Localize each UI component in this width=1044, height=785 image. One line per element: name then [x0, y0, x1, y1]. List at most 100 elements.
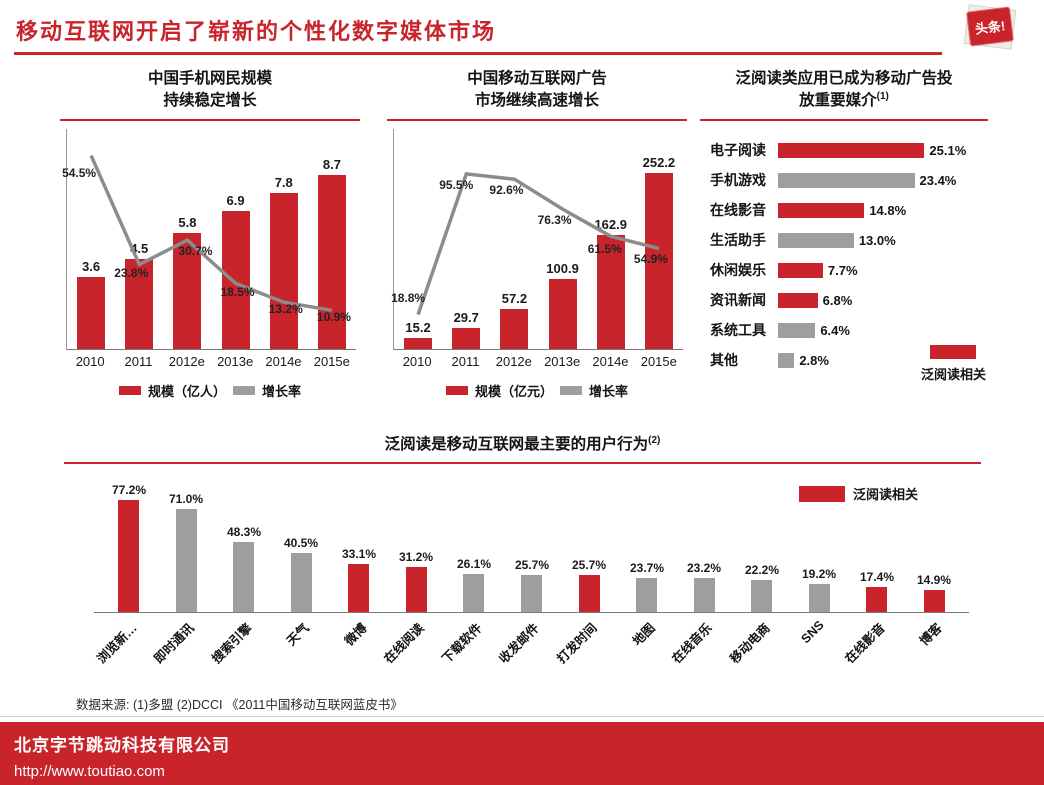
bar-value-label: 25.7% [571, 558, 607, 572]
company-name: 北京字节跳动科技有限公司 [14, 736, 230, 755]
x-axis-label: 打发时间 [554, 620, 600, 667]
x-axis-label: 博客 [917, 620, 945, 649]
data-source-note: 数据来源: (1)多盟 (2)DCCI 《2011中国移动互联网蓝皮书》 [76, 698, 403, 712]
bar [452, 327, 481, 349]
bar-value-label: 26.1% [456, 557, 492, 571]
growth-rate-label: 18.8% [391, 291, 426, 306]
media-row: 电子阅读 25.1% [700, 135, 988, 165]
legend-swatch [445, 385, 468, 395]
bar-track: 2.8% [778, 352, 988, 368]
value-label: 7.7% [827, 262, 858, 278]
x-axis-label: 2010 [402, 353, 432, 369]
x-axis-label: 2015e [313, 353, 350, 369]
footer-divider [0, 716, 1044, 717]
x-axis-label: 2013e [544, 353, 581, 369]
behavior-bar-chart: 泛阅读相关 77.2% 浏览新… 71.0% 即时通讯 48.3% 搜索引擎 40.5% 天气… [64, 482, 981, 666]
x-axis-label: 收发邮件 [496, 620, 542, 667]
bar [348, 564, 369, 612]
bar-value-label: 162.9 [594, 216, 627, 232]
bar-value-label: 5.8 [178, 214, 197, 230]
footnote-ref-1: (1) [876, 91, 889, 103]
category-label: 资讯新闻 [710, 292, 766, 309]
media-row: 其他 2.8% [700, 345, 988, 375]
growth-rate-label: 18.5% [220, 285, 255, 300]
behavior-legend: 泛阅读相关 [799, 484, 918, 503]
bar-track: 6.8% [778, 292, 988, 308]
bar-track: 25.1% [778, 142, 988, 158]
bar [778, 322, 816, 338]
bar [778, 232, 854, 248]
bar-track: 6.4% [778, 322, 988, 338]
growth-rate-label: 54.5% [62, 165, 97, 180]
user-behavior-section: 泛阅读是移动互联网最主要的用户行为(2) 泛阅读相关 77.2% 浏览新… 71.0… [64, 432, 981, 666]
bar [463, 574, 484, 612]
bar-value-label: 100.9 [546, 260, 579, 276]
bar-value-label: 48.3% [226, 525, 262, 539]
media-row: 系统工具 6.4% [700, 315, 988, 345]
value-label: 13.0% [858, 232, 896, 248]
legend-swatch [118, 385, 141, 395]
bar-value-label: 23.2% [686, 561, 722, 575]
bar [173, 232, 202, 349]
bar-track: 23.4% [778, 172, 988, 188]
bar [77, 276, 106, 349]
bar-value-label: 6.9 [226, 192, 245, 208]
bar-track: 14.8% [778, 202, 988, 218]
bar-value-label: 3.6 [82, 258, 101, 274]
x-axis-label: 2012e [495, 353, 532, 369]
bar [694, 578, 715, 612]
x-axis-label: 2013e [217, 353, 254, 369]
media-row: 生活助手 13.0% [700, 225, 988, 255]
bar [500, 308, 529, 349]
x-axis-label: 2011 [451, 353, 480, 369]
bar [118, 500, 139, 612]
bar [751, 580, 772, 612]
category-label: 生活助手 [710, 232, 766, 249]
panel-divider [700, 119, 988, 122]
bar [579, 575, 600, 612]
bar [809, 584, 830, 612]
bar-value-label: 14.9% [916, 573, 952, 587]
x-axis-label: 天气 [284, 620, 312, 649]
plot-area: 3.6 4.5 5.8 6.9 7.8 8.7 54.5% 23.8% 30.7% 18.5% 13… [62, 128, 356, 350]
bar [406, 567, 427, 612]
value-label: 6.8% [822, 292, 853, 308]
bar-value-label: 8.7 [322, 156, 341, 172]
bar [778, 172, 915, 188]
x-axis-label: 2012e [168, 353, 205, 369]
toutiao-stamp-icon: 头条! [966, 6, 1014, 47]
growth-rate-label: 13.2% [268, 302, 303, 317]
growth-rate-line [416, 171, 660, 316]
bar [778, 202, 865, 218]
x-axis-labels: 2010 2011 2012e 2013e 2014e 2015e [66, 354, 356, 369]
legend-label: 增长率 [589, 383, 629, 399]
x-axis-label: SNS [798, 618, 827, 647]
bar-value-label: 33.1% [341, 547, 377, 561]
bar-value-label: 17.4% [859, 570, 895, 584]
x-axis-label: 2014e [592, 353, 629, 369]
legend-label: 泛阅读相关 [853, 487, 919, 502]
bar [233, 542, 254, 612]
netizen-chart-title: 中国手机网民规模 持续稳定增长 [147, 70, 272, 110]
bar [176, 509, 197, 612]
x-axis-label: 地图 [630, 620, 658, 649]
category-label: 手机游戏 [710, 172, 766, 189]
category-label: 系统工具 [710, 322, 766, 339]
category-label: 休闲娱乐 [710, 262, 766, 279]
bar-value-label: 77.2% [111, 483, 147, 497]
chart-legend: 规模（亿人） 增长率 [60, 381, 360, 400]
bar [521, 575, 542, 612]
bar [924, 590, 945, 612]
bar [778, 352, 795, 368]
footer: 北京字节跳动科技有限公司 http://www.toutiao.com [0, 722, 1044, 785]
x-axis-label: 下载软件 [439, 620, 485, 667]
chart-legend: 规模（亿元） 增长率 [387, 381, 687, 400]
bar-value-label: 7.8 [274, 174, 293, 190]
bar [778, 262, 823, 278]
category-label: 电子阅读 [710, 142, 766, 159]
x-axis-label: 即时通讯 [151, 620, 197, 667]
growth-rate-label: 76.3% [537, 213, 572, 228]
legend-swatch [560, 385, 582, 395]
bar-track: 13.0% [778, 232, 988, 248]
